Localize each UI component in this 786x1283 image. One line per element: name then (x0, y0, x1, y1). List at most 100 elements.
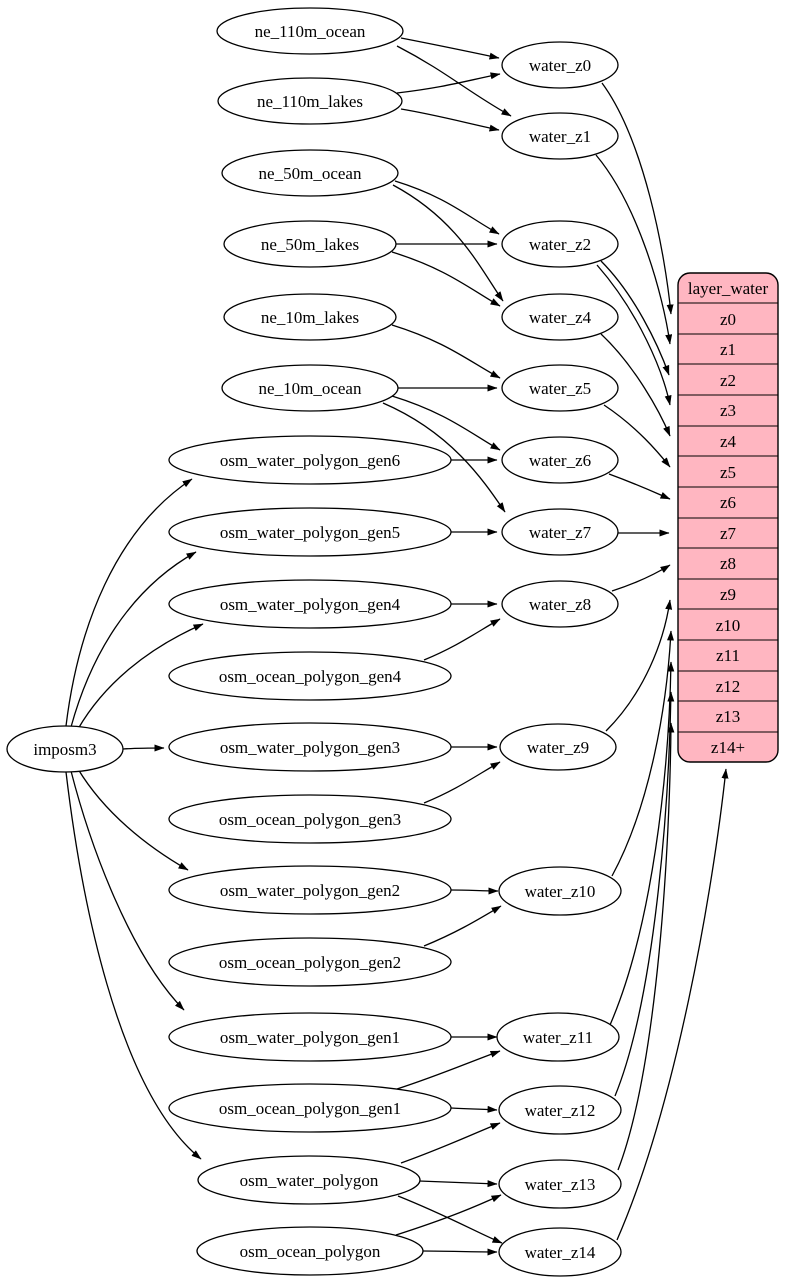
edge-ne_110m_ocean--water_z0 (400, 37, 500, 60)
water_z11-label: water_z11 (523, 1028, 593, 1047)
node-water_z9: water_z9 (499, 723, 617, 771)
edge-osm_ocean_polygon--water_z13 (395, 1194, 502, 1236)
water_z14-label: water_z14 (525, 1243, 596, 1262)
node-water_z6: water_z6 (501, 436, 619, 484)
osm_water_polygon-label: osm_water_polygon (240, 1171, 379, 1190)
edge-osm_ocean_polygon_gen1--water_z11 (396, 1050, 501, 1090)
osm_ocean_polygon-ellipse (196, 1226, 424, 1276)
node-osm_ocean_polygon_gen2: osm_ocean_polygon_gen2 (168, 937, 452, 987)
node-water_z12: water_z12 (498, 1085, 622, 1135)
ne_110m_lakes-label: ne_110m_lakes (257, 92, 363, 111)
osm_ocean_polygon_gen1-ellipse (168, 1083, 452, 1133)
edge-osm_water_polygon_gen2--water_z10 (450, 887, 499, 895)
water_z11-ellipse (496, 1012, 620, 1062)
node-ne_110m_ocean: ne_110m_ocean (216, 7, 404, 55)
edge-water_z6--row-z6 (608, 473, 671, 500)
layer_water-row-z0: z0 (720, 310, 736, 329)
ne_10m_ocean-ellipse (221, 364, 399, 412)
water_z6-label: water_z6 (529, 451, 591, 470)
layer_water-row-z10: z10 (716, 616, 741, 635)
water_z8-ellipse (501, 580, 619, 628)
layer_water-row-z2: z2 (720, 371, 736, 390)
node-ne_10m_lakes: ne_10m_lakes (223, 293, 397, 341)
edge-water_z1--row-z1 (595, 154, 673, 345)
node-osm_water_polygon_gen2: osm_water_polygon_gen2 (168, 865, 452, 915)
ne_50m_ocean-label: ne_50m_ocean (259, 164, 362, 183)
node-osm_ocean_polygon_gen1: osm_ocean_polygon_gen1 (168, 1083, 452, 1133)
node-water_z2: water_z2 (501, 220, 619, 268)
node-osm_water_polygon_gen1: osm_water_polygon_gen1 (168, 1012, 452, 1062)
osm_ocean_polygon_gen4-label: osm_ocean_polygon_gen4 (219, 667, 402, 686)
node-ne_50m_lakes: ne_50m_lakes (223, 220, 397, 268)
edge-water_z4--row-z4 (600, 333, 671, 437)
osm_water_polygon_gen5-ellipse (168, 507, 452, 557)
water_z7-label: water_z7 (529, 523, 592, 542)
edge-water_z8--row-z8 (611, 564, 671, 592)
edge-osm_ocean_polygon_gen3--water_z9 (423, 761, 501, 804)
ne_50m_ocean-ellipse (221, 149, 399, 197)
layer_water-row-z5: z5 (720, 463, 736, 482)
water_z0-label: water_z0 (529, 56, 591, 75)
water_z1-ellipse (501, 112, 619, 160)
node-osm_water_polygon_gen4: osm_water_polygon_gen4 (168, 579, 452, 629)
osm_water_polygon_gen3-ellipse (168, 722, 452, 772)
node-osm_water_polygon_gen6: osm_water_polygon_gen6 (168, 435, 452, 485)
imposm3-label: imposm3 (33, 740, 96, 759)
node-osm_water_polygon_gen3: osm_water_polygon_gen3 (168, 722, 452, 772)
water_z14-ellipse (498, 1227, 622, 1277)
osm_water_polygon-ellipse (197, 1155, 421, 1205)
osm_water_polygon_gen3-label: osm_water_polygon_gen3 (220, 738, 400, 757)
ne_110m_ocean-label: ne_110m_ocean (255, 22, 366, 41)
water_z2-label: water_z2 (529, 235, 591, 254)
edge-water_z11--row-z11 (609, 661, 675, 1026)
ne_10m_ocean-label: ne_10m_ocean (259, 379, 362, 398)
edge-ne_50m_ocean--water_z2 (394, 180, 500, 235)
ne_10m_lakes-label: ne_10m_lakes (261, 308, 359, 327)
edge-imposm3--osm_water_polygon_gen5 (70, 551, 197, 728)
water_z12-ellipse (498, 1085, 622, 1135)
layer_water-row-z6: z6 (720, 493, 736, 512)
water_z6-ellipse (501, 436, 619, 484)
edge-imposm3--osm_water_polygon_gen4 (77, 623, 204, 730)
water_z13-label: water_z13 (525, 1175, 596, 1194)
water_z9-ellipse (499, 723, 617, 771)
ne_110m_ocean-ellipse (216, 7, 404, 55)
layer_water-row-z14plus: z14+ (711, 738, 745, 757)
osm_ocean_polygon_gen3-label: osm_ocean_polygon_gen3 (219, 810, 401, 829)
osm_ocean_polygon_gen3-ellipse (168, 794, 452, 844)
water_z9-label: water_z9 (527, 738, 589, 757)
node-water_z14: water_z14 (498, 1227, 622, 1277)
edge-osm_ocean_polygon_gen4--water_z8 (423, 618, 501, 661)
water_z10-ellipse (498, 866, 622, 916)
node-water_z13: water_z13 (498, 1159, 622, 1209)
layer_water-row-z3: z3 (720, 401, 736, 420)
layer_water-row-z7: z7 (720, 524, 737, 543)
node-water_z4: water_z4 (501, 293, 619, 341)
osm_water_polygon_gen5-label: osm_water_polygon_gen5 (220, 523, 400, 542)
layer_water-row-z1: z1 (720, 340, 736, 359)
node-imposm3: imposm3 (6, 725, 124, 773)
node-layer_water: layer_water z0 z1 z2 z3 z4 z5 z6 z7 z8 z… (677, 272, 779, 763)
edge-osm_water_polygon--water_z13 (418, 1180, 498, 1188)
ne_110m_lakes-ellipse (217, 77, 403, 125)
edge-osm_ocean_polygon--water_z14 (422, 1248, 498, 1256)
osm_ocean_polygon_gen4-ellipse (168, 651, 452, 701)
edge-ne_110m_ocean--water_z1 (396, 45, 512, 117)
layer_water-row-z13: z13 (716, 707, 741, 726)
edge-osm_water_polygon--water_z14 (397, 1195, 503, 1244)
node-water_z0: water_z0 (501, 41, 619, 89)
osm_water_polygon_gen1-label: osm_water_polygon_gen1 (220, 1028, 400, 1047)
water_z8-label: water_z8 (529, 595, 591, 614)
edge-water_z12--row-z12 (614, 691, 675, 1097)
layer_water-row-z11: z11 (716, 646, 740, 665)
osm_water_polygon_gen4-ellipse (168, 579, 452, 629)
stage-nodes: water_z0 water_z1 water_z2 water_z4 wate… (496, 41, 622, 1277)
layer_water-row-z9: z9 (720, 585, 736, 604)
edge-water_z9--row-z9 (605, 599, 673, 732)
source-nodes: ne_110m_ocean ne_110m_lakes ne_50m_ocean… (168, 7, 452, 1276)
imposm3-ellipse (6, 725, 124, 773)
edge-water_z0--row-z0 (601, 82, 674, 315)
node-water_z5: water_z5 (501, 364, 619, 412)
